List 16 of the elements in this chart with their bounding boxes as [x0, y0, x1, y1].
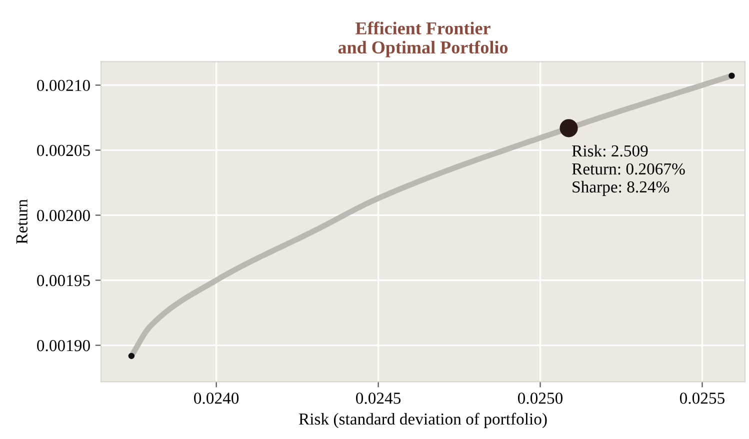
y-tick-label: 0.00200	[37, 210, 90, 222]
point	[728, 72, 735, 79]
x-tick-label: 0.0245	[356, 392, 401, 404]
x-axis-title: Risk (standard deviation of portfolio)	[298, 412, 547, 428]
y-tick-label: 0.00195	[37, 274, 90, 286]
x-tick-label: 0.0240	[194, 392, 239, 404]
y-tick-label: 0.00205	[37, 144, 90, 156]
annotation: Risk: 2.509 Return: 0.2067% Sharpe: 8.24%	[572, 144, 685, 196]
chart-title: Efficient Frontier and Optimal Portfolio	[338, 22, 508, 58]
point	[128, 352, 135, 360]
y-tick-label: 0.00210	[37, 80, 90, 92]
x-tick-label: 0.0255	[680, 392, 725, 404]
y-axis-title: Return	[16, 199, 28, 244]
point	[560, 119, 578, 138]
x-tick-label: 0.0250	[518, 392, 563, 404]
y-tick-label: 0.00190	[37, 340, 90, 352]
